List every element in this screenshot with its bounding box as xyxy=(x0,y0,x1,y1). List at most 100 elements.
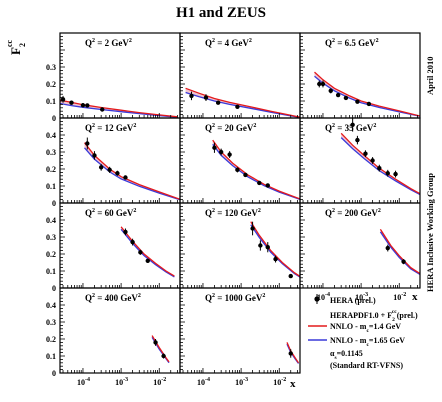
data-point xyxy=(243,172,248,178)
data-point xyxy=(355,99,360,104)
data-point xyxy=(227,152,232,157)
panel-label: Q2 = 12 GeV2 xyxy=(85,123,136,133)
x-tick-label: 10-4 xyxy=(317,292,330,302)
panel-frame xyxy=(179,287,301,374)
data-point xyxy=(317,81,322,87)
herapdf-band xyxy=(121,226,175,277)
x-tick-label: 10-4 xyxy=(197,377,210,387)
y-tick-label: 0.3 xyxy=(46,233,56,242)
data-point xyxy=(161,353,166,359)
herapdf-band xyxy=(250,221,300,278)
chart-title: H1 and ZEUS xyxy=(175,5,267,21)
herapdf-band xyxy=(314,72,420,117)
data-point xyxy=(343,95,349,101)
data-point xyxy=(92,153,97,158)
data-point xyxy=(212,145,217,150)
data-point xyxy=(235,104,240,109)
herapdf-band xyxy=(341,133,420,195)
data-point xyxy=(123,175,128,180)
data-point xyxy=(350,122,355,128)
data-point xyxy=(385,245,390,251)
y-tick-label: 0.1 xyxy=(46,97,56,106)
y-tick-label: 0.4 xyxy=(46,301,56,310)
panel-q2-2: Q2 = 2 GeV2 xyxy=(59,32,181,119)
panel-q2-60: Q2 = 60 GeV2 xyxy=(59,202,181,289)
data-point xyxy=(355,137,360,143)
panel-label: Q2 = 4 GeV2 xyxy=(205,38,252,48)
x-tick-label: 10-3 xyxy=(355,292,368,302)
legend-label-data: HERA (prel.) xyxy=(330,296,376,305)
side-label-date: April 2010 xyxy=(425,57,435,96)
y-tick-label: 0.3 xyxy=(46,63,56,72)
y-tick-label: 0.2 xyxy=(46,165,56,174)
data-point xyxy=(145,258,150,263)
y-tick-label: 0 xyxy=(52,199,56,208)
herapdf-band xyxy=(185,88,300,118)
nnlo-mc14-curve xyxy=(250,221,300,277)
panel-label: Q2 = 35 GeV2 xyxy=(325,123,376,133)
y-tick-label: 0.2 xyxy=(46,250,56,259)
x-tick-label: 10-4 xyxy=(77,377,90,387)
y-tick-label: 0.4 xyxy=(46,131,56,140)
data-point xyxy=(335,92,341,98)
panel-q2-400: Q2 = 400 GeV2 xyxy=(59,287,181,374)
nnlo-mc14-curve xyxy=(120,226,175,277)
data-point xyxy=(235,167,240,173)
nnlo-mc14-curve xyxy=(314,71,420,117)
data-point xyxy=(273,256,278,262)
panel-q2-200: Q2 = 200 GeV2 xyxy=(299,202,421,289)
data-point xyxy=(328,88,333,94)
nnlo-mc14-curve xyxy=(212,139,300,200)
data-point xyxy=(215,100,221,105)
panel-q2-12: Q2 = 12 GeV2 xyxy=(59,117,181,204)
data-point xyxy=(85,103,90,108)
nnlo-mc14-curve xyxy=(185,87,300,118)
legend-scheme: (Standard RT-VFNS) xyxy=(330,361,403,370)
data-point xyxy=(370,158,375,163)
herapdf-band xyxy=(212,140,300,200)
legend-label-mc165: NNLO - mc=1.65 GeV xyxy=(330,336,405,348)
panel-q2-35: Q2 = 35 GeV2 xyxy=(299,117,421,204)
legend-label-mc14: NNLO - mc=1.4 GeV xyxy=(330,322,401,334)
y-tick-label: 0.2 xyxy=(46,80,56,89)
panel-q2-120: Q2 = 120 GeV2 xyxy=(179,202,301,289)
y-tick-label: 0 xyxy=(52,369,56,378)
data-point xyxy=(363,151,368,156)
data-point xyxy=(138,250,143,255)
y-tick-label: 0.3 xyxy=(46,148,56,157)
panel-q2-20: Q2 = 20 GeV2 xyxy=(179,117,301,204)
data-point xyxy=(85,141,90,146)
x-tick-label: 10-2 xyxy=(153,377,166,387)
data-point xyxy=(203,95,209,100)
x-tick-label: 10-3 xyxy=(235,377,248,387)
data-point xyxy=(60,97,66,102)
y-tick-label: 0.1 xyxy=(46,267,56,276)
legend-label-herapdf: HERAPDF1.0 + F2cc(prel.) xyxy=(330,309,418,323)
data-point xyxy=(218,149,224,155)
data-point xyxy=(401,259,406,264)
x-tick-label: 10-2 xyxy=(393,292,406,302)
herapdf-band xyxy=(84,142,180,200)
data-point xyxy=(130,239,135,245)
x-axis-label: x xyxy=(290,378,296,390)
nnlo-mc165-curve xyxy=(379,231,420,275)
side-label-group: HERA Inclusive Working Group xyxy=(425,173,435,292)
panel-label: Q2 = 60 GeV2 xyxy=(85,208,136,218)
x-axis-label: x xyxy=(412,291,418,303)
data-point xyxy=(123,229,128,235)
nnlo-mc14-curve xyxy=(60,99,178,118)
data-point xyxy=(366,101,372,107)
data-point xyxy=(385,171,390,176)
data-point xyxy=(320,81,326,87)
y-tick-label: 0.3 xyxy=(46,318,56,327)
legend-data-marker xyxy=(314,296,320,302)
legend: HERA (prel.)HERAPDF1.0 + F2cc(prel.)NNLO… xyxy=(308,294,418,370)
data-point xyxy=(257,180,262,186)
data-point xyxy=(250,226,255,231)
y-tick-label: 0.4 xyxy=(46,216,56,225)
data-point xyxy=(100,107,105,112)
panel-label: Q2 = 120 GeV2 xyxy=(205,208,261,218)
data-point xyxy=(153,340,158,345)
data-point xyxy=(80,103,86,108)
data-point xyxy=(288,273,293,279)
